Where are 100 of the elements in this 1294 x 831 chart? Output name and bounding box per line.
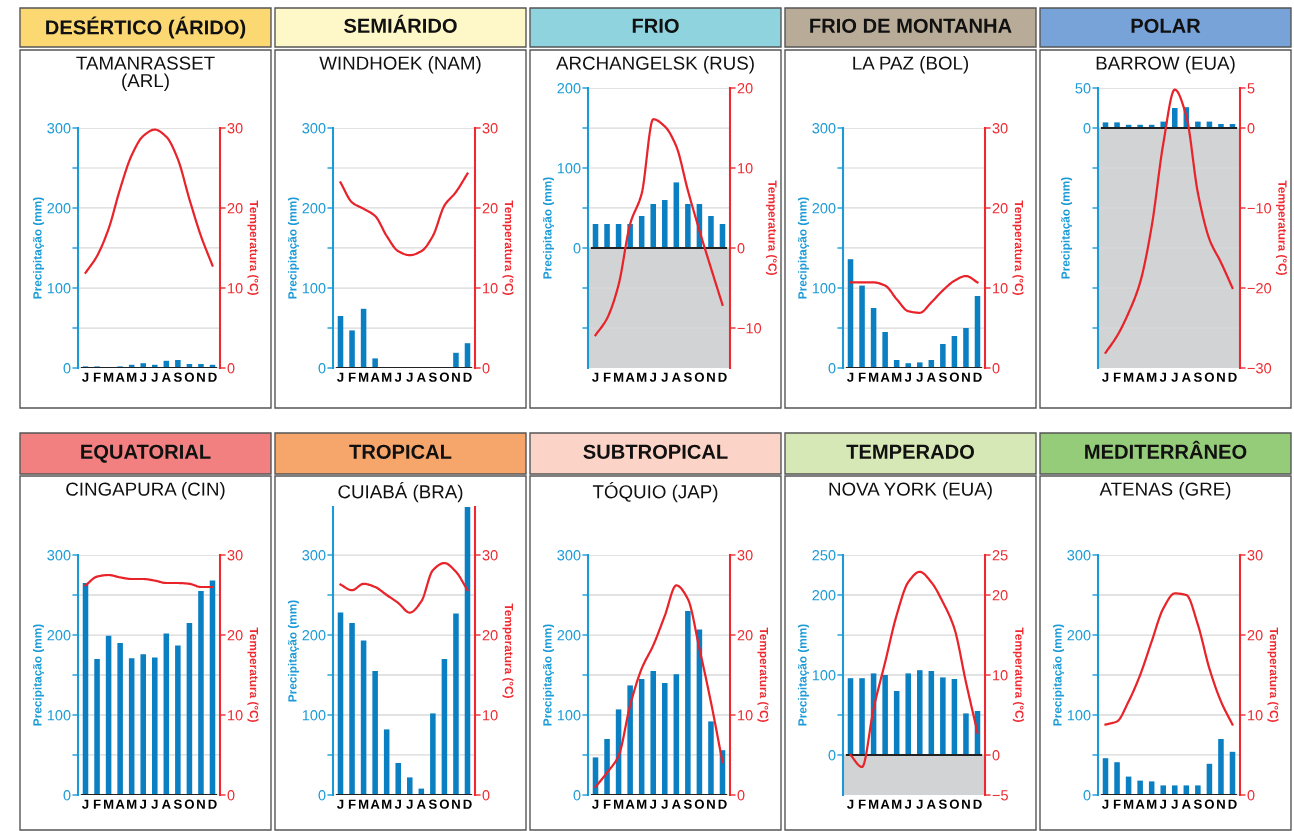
- y-tick-label: 300: [302, 550, 326, 561]
- y-tick-label: 0: [318, 363, 326, 374]
- chart-subtitle: TAMANRASSET (ARL): [76, 56, 215, 91]
- x-tick-label: M: [892, 799, 902, 809]
- y2-tick-label: 10: [738, 710, 753, 721]
- x-tick-label: S: [683, 372, 692, 382]
- x-tick-label: O: [439, 372, 449, 382]
- y-tick-label: 300: [557, 550, 581, 561]
- y-tick-label: 200: [557, 630, 581, 641]
- chart-subtitle: NOVA YORK (EUA): [829, 482, 992, 500]
- y2-tick-label: −30: [1247, 363, 1272, 374]
- x-tick-label: S: [1193, 372, 1202, 382]
- y2-tick-label: 0: [992, 750, 1000, 761]
- x-tick-label: F: [1113, 372, 1121, 382]
- y2-tick-label: 10: [993, 283, 1008, 294]
- x-tick-label: D: [718, 799, 727, 809]
- y-axis-title: Precipitação (mm): [542, 624, 554, 726]
- y-tick-label: 100: [47, 283, 71, 294]
- x-tick-label: S: [938, 372, 947, 382]
- y-tick-label: 0: [1083, 123, 1091, 134]
- y-tick-label: 100: [302, 710, 326, 721]
- y-axis-title: Precipitação (mm): [32, 624, 44, 726]
- x-tick-label: J: [649, 799, 656, 809]
- x-tick-label: S: [938, 799, 947, 809]
- x-tick-label: S: [428, 799, 437, 809]
- y2-axis-title: Temperatura (°C): [757, 627, 769, 722]
- x-tick-label: J: [904, 799, 911, 809]
- x-tick-label: N: [1217, 799, 1225, 809]
- x-tick-label: A: [161, 372, 171, 382]
- x-tick-label: J: [847, 799, 854, 809]
- x-tick-label: M: [103, 799, 114, 809]
- chart-title: FRIO DE MONTANHA: [810, 18, 1012, 33]
- chart-subtitle: ATENAS (GRE): [1099, 482, 1231, 500]
- x-tick-label: J: [904, 372, 911, 382]
- y-tick-label: 0: [318, 790, 326, 801]
- x-tick-label: A: [625, 799, 635, 809]
- x-tick-label: D: [463, 372, 472, 382]
- y-axis-title: Precipitação (mm): [32, 197, 44, 299]
- y2-tick-label: 30: [482, 123, 498, 134]
- x-tick-label: F: [348, 799, 356, 809]
- x-tick-label: A: [880, 372, 890, 382]
- x-tick-label: M: [613, 799, 624, 809]
- y2-tick-label: −10: [1247, 203, 1272, 214]
- y2-tick-label: 20: [737, 630, 753, 641]
- y-tick-label: 200: [47, 203, 71, 214]
- y2-tick-label: 20: [992, 203, 1008, 214]
- y-tick-label: 250: [812, 550, 836, 561]
- y-tick-label: 0: [63, 790, 71, 801]
- y-tick-label: 100: [557, 710, 581, 721]
- y-tick-label: 0: [573, 243, 581, 254]
- x-tick-label: A: [416, 372, 426, 382]
- x-tick-label: M: [1123, 372, 1134, 382]
- y2-tick-label: 0: [227, 790, 235, 801]
- chart-title: DESÉRTICO (ÁRIDO): [46, 16, 246, 39]
- x-tick-label: D: [973, 372, 982, 382]
- x-tick-label: F: [858, 799, 866, 809]
- x-tick-label: F: [1113, 799, 1121, 809]
- y2-tick-label: 20: [227, 630, 243, 641]
- chart-subtitle: TÓQUIO (JAP): [592, 481, 718, 503]
- x-tick-label: M: [1123, 799, 1134, 809]
- y2-tick-label: 20: [1247, 630, 1263, 641]
- y-tick-label: 300: [1067, 550, 1091, 561]
- x-tick-label: J: [406, 799, 413, 809]
- x-tick-label: M: [892, 372, 902, 382]
- x-tick-label: J: [394, 372, 401, 382]
- y-axis-title: Precipitação (mm): [1052, 624, 1064, 726]
- x-tick-label: A: [880, 799, 890, 809]
- x-tick-label: A: [370, 372, 380, 382]
- y-tick-label: 200: [812, 590, 836, 601]
- y2-tick-label: −20: [1247, 283, 1272, 294]
- y2-tick-label: 0: [737, 790, 745, 801]
- y2-tick-label: 30: [992, 123, 1008, 134]
- chart-subtitle: BARROW (EUA): [1096, 56, 1235, 74]
- x-tick-label: A: [1135, 372, 1145, 382]
- chart-title: SEMIÁRIDO: [344, 14, 457, 33]
- y2-axis-title: Temperatura (°C): [247, 200, 259, 295]
- y2-axis-title: Temperatura (°C): [502, 603, 514, 698]
- y-tick-label: 0: [828, 363, 836, 374]
- x-tick-label: N: [452, 799, 460, 809]
- y2-tick-label: 5: [1247, 83, 1255, 94]
- y2-axis-title: Temperatura (°C): [502, 200, 514, 295]
- x-tick-label: O: [694, 799, 704, 809]
- y2-axis-title: Temperatura (°C): [247, 627, 259, 722]
- y-tick-label: 200: [557, 83, 581, 94]
- chart-title: SUBTROPICAL: [583, 444, 728, 459]
- x-tick-label: A: [370, 799, 380, 809]
- x-tick-label: D: [718, 372, 727, 382]
- y-axis-title: Precipitação (mm): [287, 600, 299, 702]
- x-tick-label: S: [683, 799, 692, 809]
- y-axis-title: Precipitação (mm): [797, 197, 809, 299]
- x-tick-label: M: [127, 799, 137, 809]
- chart-title: MEDITERRÂNEO: [1085, 440, 1247, 459]
- y-tick-label: 300: [812, 123, 836, 134]
- x-tick-label: J: [1171, 799, 1178, 809]
- x-tick-label: M: [382, 799, 392, 809]
- x-tick-label: A: [926, 372, 936, 382]
- x-tick-label: N: [452, 372, 460, 382]
- y2-tick-label: 0: [1247, 123, 1255, 134]
- x-tick-label: O: [1204, 372, 1214, 382]
- y2-tick-label: 30: [227, 550, 243, 561]
